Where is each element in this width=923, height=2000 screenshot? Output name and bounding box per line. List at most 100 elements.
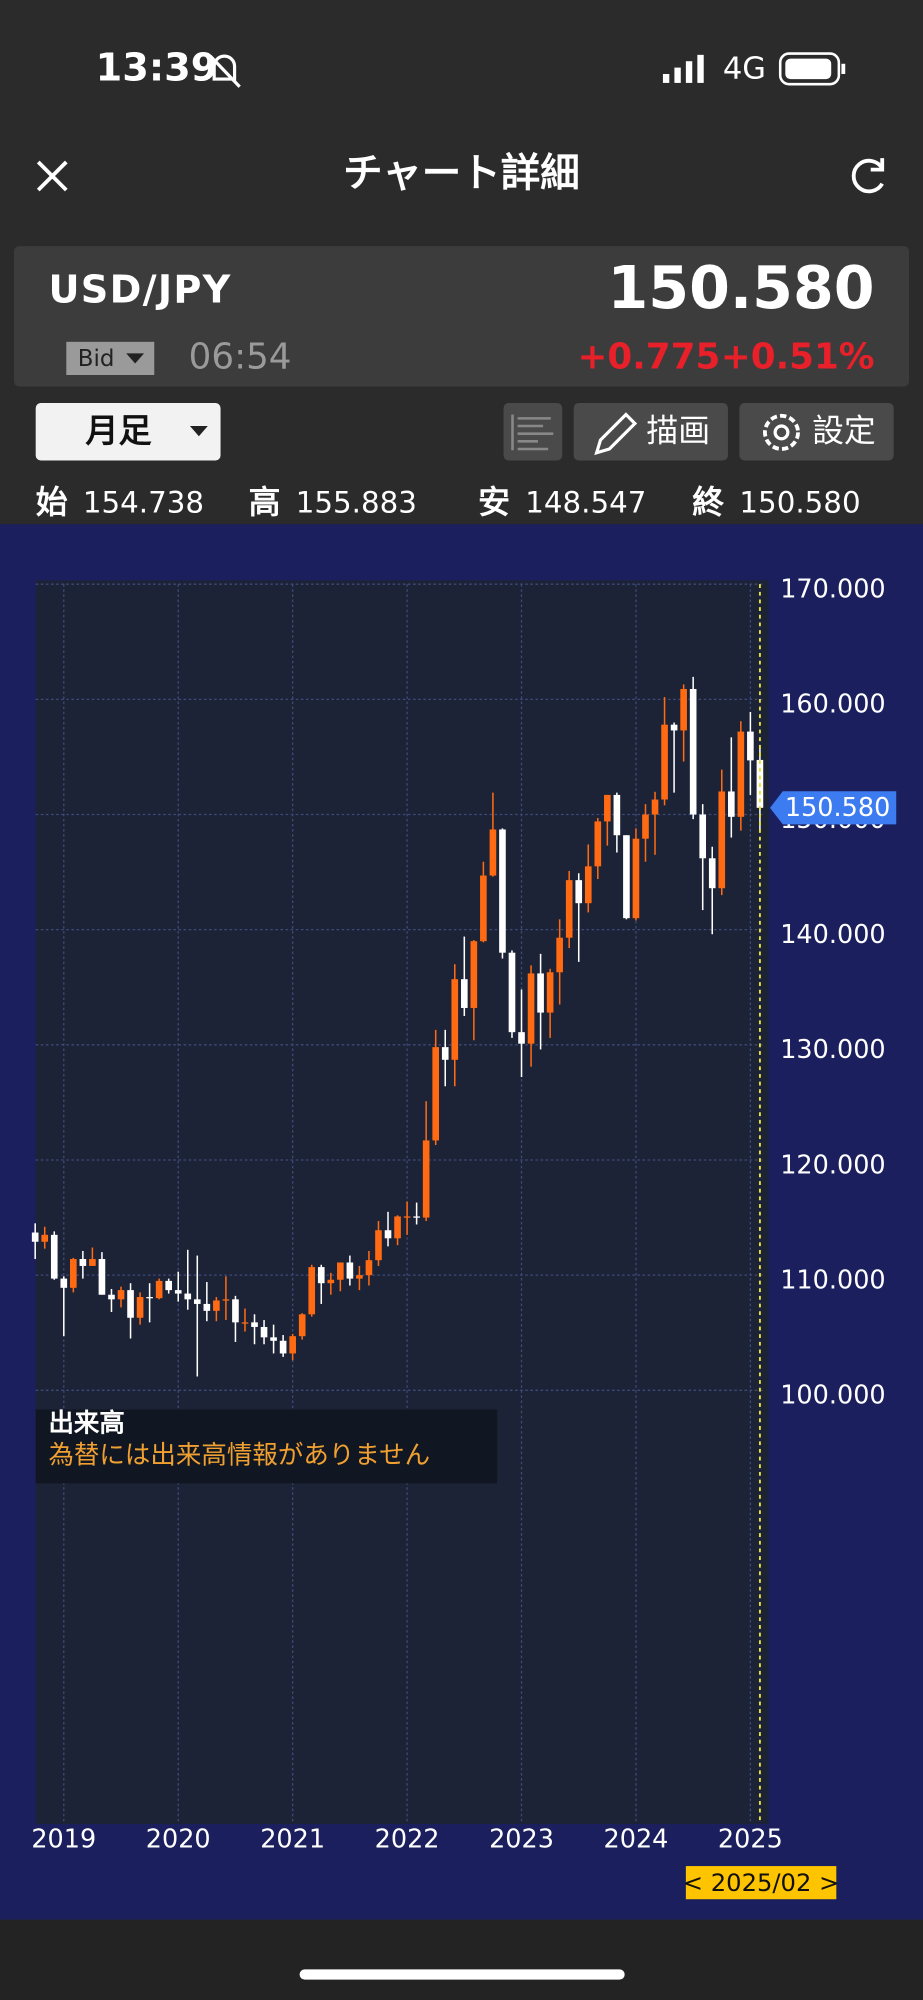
candle-body	[384, 1230, 392, 1239]
status-time: 13:39	[96, 46, 218, 91]
ohlc-value: 148.547	[525, 485, 646, 519]
x-tick-label: 2019	[31, 1825, 96, 1855]
candle-body	[31, 1232, 39, 1242]
candle-body	[708, 858, 716, 889]
chart: 100.000110.000120.000130.000140.000150.0…	[31, 575, 897, 1900]
candle-body	[604, 794, 611, 822]
y-tick-label: 110.000	[780, 1266, 885, 1296]
candle-body	[422, 1140, 430, 1218]
home-indicator	[299, 1969, 625, 1980]
price-marker-label: 150.580	[785, 793, 890, 823]
candle-body	[508, 952, 516, 1033]
settings-label: 設定	[812, 411, 876, 449]
candle-body	[480, 875, 487, 942]
candle-body	[737, 731, 745, 817]
candle-body	[127, 1290, 134, 1318]
candle-body	[537, 973, 544, 1013]
candle-body	[308, 1267, 316, 1315]
candle-body	[432, 1047, 440, 1141]
candle-body	[346, 1262, 354, 1279]
candle-body	[165, 1280, 173, 1291]
x-tick-label: 2025	[718, 1825, 783, 1855]
draw-label: 描画	[646, 411, 710, 449]
candle-body	[403, 1216, 411, 1218]
y-tick-label: 140.000	[780, 920, 885, 950]
candle-body	[680, 688, 687, 731]
candle-body	[584, 866, 592, 904]
candle-body	[356, 1275, 363, 1279]
x-tick-label: 2022	[375, 1825, 440, 1855]
ohlc-label: 高	[249, 483, 281, 521]
candle-body	[651, 799, 659, 815]
nav-title: チャート詳細	[343, 151, 580, 197]
candle-body	[632, 838, 640, 919]
candle-body	[251, 1322, 258, 1327]
candle-body	[460, 979, 468, 1008]
candle-body	[289, 1336, 296, 1354]
candle-body	[727, 791, 735, 817]
y-tick-label: 100.000	[780, 1381, 885, 1411]
side: Bid	[78, 346, 115, 372]
candle-body	[546, 972, 554, 1013]
candle-body	[642, 814, 649, 839]
x-tick-label: 2021	[260, 1825, 325, 1855]
candle-body	[98, 1259, 106, 1295]
draw-button[interactable]	[573, 403, 728, 461]
reload-button[interactable]	[851, 158, 885, 194]
y-tick-label: 120.000	[780, 1150, 885, 1180]
close-button[interactable]	[36, 160, 68, 192]
y-tick-label: 170.000	[780, 575, 885, 605]
candle-body	[451, 979, 459, 1060]
symbol: USD/JPY	[48, 268, 231, 313]
candle-body	[184, 1293, 192, 1300]
candle-body	[594, 821, 602, 867]
candle-body	[365, 1260, 373, 1276]
candle-body	[108, 1294, 115, 1300]
candle-body	[70, 1259, 77, 1288]
candle-body	[222, 1299, 230, 1301]
candle-body	[394, 1216, 401, 1239]
candle-body	[527, 973, 535, 1044]
change: +0.775	[578, 336, 721, 377]
change-pct: +0.51%	[721, 336, 875, 377]
candle-body	[50, 1234, 58, 1279]
side-selector[interactable]	[66, 341, 155, 375]
candle-body	[327, 1279, 335, 1284]
candle-body	[41, 1234, 49, 1242]
candle-body	[203, 1303, 211, 1311]
candle-body	[270, 1337, 277, 1341]
candle-body	[556, 937, 563, 973]
ohlc-label: 終	[692, 483, 724, 521]
price-marker	[770, 791, 897, 825]
signal-icon	[662, 54, 704, 83]
quote-time: 06:54	[189, 336, 292, 377]
mute-icon	[209, 54, 241, 88]
candle-body	[279, 1340, 287, 1354]
cursor-label: < 2025/02 >	[683, 1869, 840, 1897]
candle-body	[413, 1216, 420, 1218]
candle-body	[174, 1290, 182, 1294]
list-button[interactable]	[503, 403, 563, 461]
ohlc-value: 150.580	[739, 485, 860, 519]
candle-body	[213, 1300, 220, 1311]
candle-body	[79, 1259, 87, 1266]
candle-body	[146, 1297, 153, 1299]
ohlc-label: 安	[478, 483, 510, 521]
candle-body	[375, 1230, 382, 1261]
y-tick-label: 130.000	[780, 1035, 885, 1065]
candle-body	[699, 814, 707, 859]
candle-body	[317, 1267, 325, 1284]
candle-body	[565, 880, 573, 938]
period-selector[interactable]	[35, 403, 221, 461]
settings-button[interactable]	[739, 403, 894, 461]
cursor-label-box	[685, 1866, 837, 1900]
candle-body	[117, 1290, 125, 1300]
candle-body	[670, 724, 678, 731]
period: 月足	[85, 411, 151, 450]
battery-icon	[778, 52, 846, 86]
candle-body	[337, 1262, 344, 1280]
candle-body	[518, 1032, 525, 1044]
bottom-bar	[0, 1919, 923, 2000]
candle-body	[60, 1278, 68, 1288]
